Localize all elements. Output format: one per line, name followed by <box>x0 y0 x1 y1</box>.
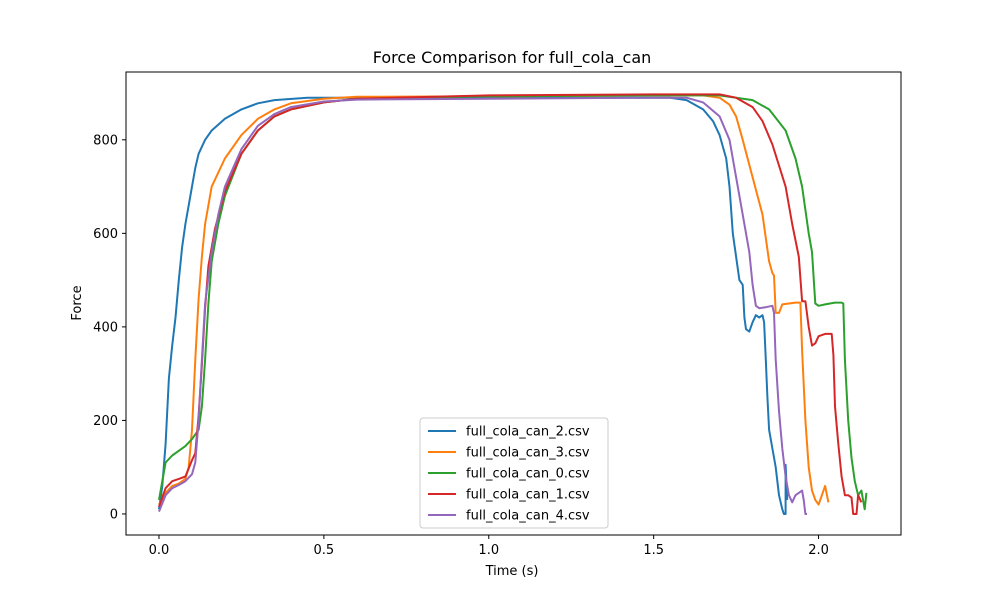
series-line-4 <box>158 96 807 515</box>
axes-frame <box>125 71 902 536</box>
y-axis: 0 200 400 600 800 <box>93 133 126 522</box>
legend-entry: full_cola_can_2.csv <box>466 425 590 440</box>
legend-entry: full_cola_can_0.csv <box>466 467 590 482</box>
x-tick-label: 2.0 <box>808 543 829 558</box>
legend: full_cola_can_2.csv full_cola_can_3.csvfu… <box>419 417 609 529</box>
y-tick-label: 200 <box>93 414 118 429</box>
series-line-1 <box>158 94 830 506</box>
x-axis-label: Time (s) <box>485 564 539 579</box>
y-tick-label: 600 <box>93 227 118 242</box>
y-axis-label: Force <box>70 285 85 320</box>
series-line-0 <box>158 96 789 515</box>
x-tick-label: 0.0 <box>149 543 170 558</box>
legend-entry: full_cola_can_3.csv <box>466 446 590 461</box>
legend-box <box>419 417 609 529</box>
y-tick-label: 800 <box>93 133 118 148</box>
legend-entry: full_cola_can_1.csv <box>466 488 590 503</box>
x-tick-label: 0.5 <box>314 543 335 558</box>
x-tick-label: 1.5 <box>643 543 664 558</box>
x-tick-label: 1.0 <box>478 543 499 558</box>
x-axis: 0.0 0.5 1.0 1.5 2.0 <box>149 535 829 558</box>
legend-entry: full_cola_can_4.csv <box>466 509 590 524</box>
y-tick-label: 0 <box>110 507 118 522</box>
chart-title: Force Comparison for full_cola_can <box>373 48 652 68</box>
y-tick-label: 400 <box>93 320 118 335</box>
series-layer <box>158 93 868 515</box>
